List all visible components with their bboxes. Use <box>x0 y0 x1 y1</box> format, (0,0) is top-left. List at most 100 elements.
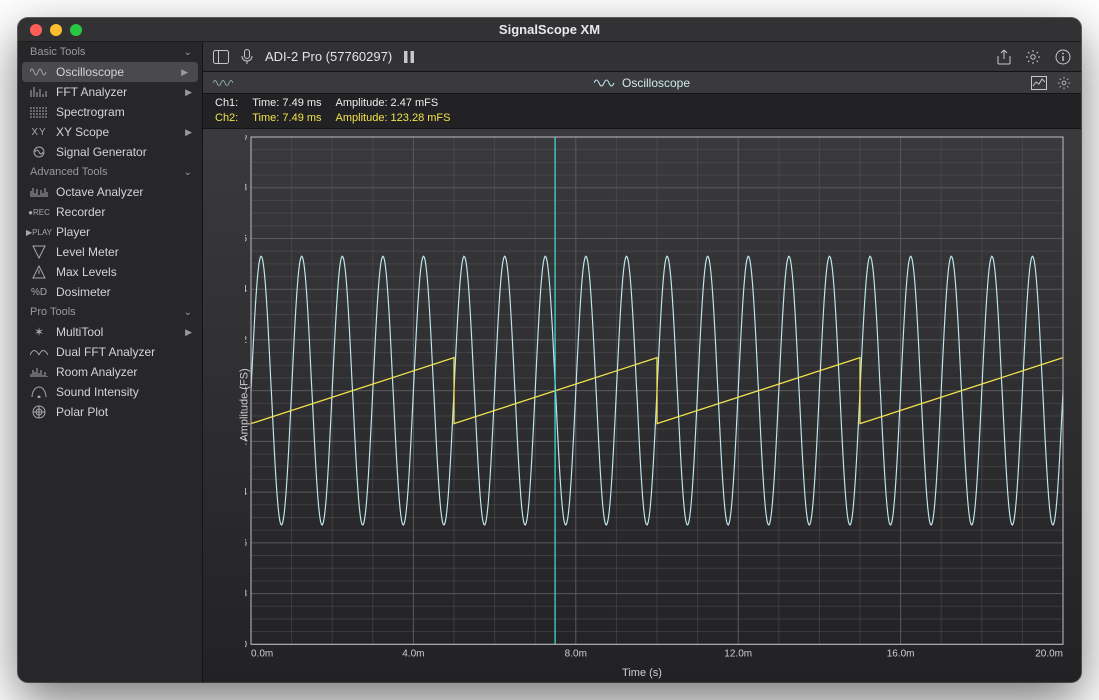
fft-icon <box>30 86 48 98</box>
close-icon[interactable] <box>30 24 42 36</box>
sidebar-item-oscilloscope[interactable]: Oscilloscope▶ <box>22 62 198 82</box>
minimize-icon[interactable] <box>50 24 62 36</box>
sidebar-item-polar-plot[interactable]: Polar Plot <box>18 402 202 422</box>
multi-icon: ✶ <box>30 325 48 339</box>
gen-icon <box>30 146 48 158</box>
mic-icon[interactable] <box>241 49 253 65</box>
sidebar-item-label: Dual FFT Analyzer <box>56 345 155 359</box>
titlebar[interactable]: SignalScope XM <box>18 18 1081 42</box>
sidebar-toggle-icon[interactable] <box>213 50 229 64</box>
rec-icon: ●REC <box>30 208 48 217</box>
y-axis-label: Amplitude (FS) <box>239 369 251 442</box>
sidebar-item-label: Recorder <box>56 205 105 219</box>
sidebar-item-recorder[interactable]: ●REC Recorder <box>18 202 202 222</box>
x-axis-label: Time (s) <box>203 667 1081 679</box>
chevron-right-icon: ▶ <box>181 67 188 78</box>
sidebar-item-signal-generator[interactable]: Signal Generator <box>18 142 202 162</box>
device-label[interactable]: ADI-2 Pro (57760297) <box>265 49 392 64</box>
sidebar-item-sound-intensity[interactable]: Sound Intensity <box>18 382 202 402</box>
sidebar-item-label: FFT Analyzer <box>56 85 127 99</box>
sidebar-item-label: Spectrogram <box>56 105 125 119</box>
svg-text:4.0m: 4.0m <box>402 648 424 659</box>
app-title: SignalScope XM <box>18 22 1081 37</box>
ch1-time: Time: 7.49 ms <box>252 96 321 111</box>
sidebar-item-label: Polar Plot <box>56 405 108 419</box>
sidebar-item-player[interactable]: ▶PLAY Player <box>18 222 202 242</box>
svg-text:8.0m: 8.0m <box>565 648 587 659</box>
svg-text:1.0: 1.0 <box>245 135 247 143</box>
room-icon <box>30 366 48 378</box>
sidebar-item-label: Sound Intensity <box>56 385 139 399</box>
chevron-down-icon: ⌄ <box>184 47 192 58</box>
dual-icon <box>30 346 48 358</box>
info-icon[interactable] <box>1055 49 1071 65</box>
osc-icon <box>30 66 48 78</box>
sidebar-item-label: Octave Analyzer <box>56 185 143 199</box>
sidebar-item-level-meter[interactable]: Level Meter <box>18 242 202 262</box>
sidebar-item-octave-analyzer[interactable]: Octave Analyzer <box>18 182 202 202</box>
ch1-label: Ch1: <box>215 96 238 111</box>
svg-text:0.6: 0.6 <box>245 233 247 244</box>
window-controls <box>18 24 82 36</box>
app-window: SignalScope XM Basic Tools⌄Oscilloscope▶… <box>18 18 1081 682</box>
svg-text:0.0m: 0.0m <box>251 648 273 659</box>
sidebar-section-head[interactable]: Advanced Tools⌄ <box>18 162 202 182</box>
sidebar-item-fft-analyzer[interactable]: FFT Analyzer ▶ <box>18 82 202 102</box>
ch2-label: Ch2: <box>215 111 238 126</box>
tool-header: Oscilloscope <box>203 72 1081 94</box>
sidebar-item-room-analyzer[interactable]: Room Analyzer <box>18 362 202 382</box>
sidebar-section-head[interactable]: Pro Tools⌄ <box>18 302 202 322</box>
waveform-small-icon[interactable] <box>213 77 233 89</box>
octave-icon <box>30 186 48 198</box>
chevron-down-icon: ⌄ <box>184 167 192 178</box>
svg-text:-1.0: -1.0 <box>245 639 247 650</box>
sidebar: Basic Tools⌄Oscilloscope▶ FFT Analyzer ▶ Sp… <box>18 42 203 682</box>
sidebar-item-spectrogram[interactable]: Spectrogram <box>18 102 202 122</box>
ch2-time: Time: 7.49 ms <box>252 111 321 126</box>
sidebar-item-label: Max Levels <box>56 265 117 279</box>
svg-text:0.4: 0.4 <box>245 284 247 295</box>
svg-text:20.0m: 20.0m <box>1035 648 1063 659</box>
share-icon[interactable] <box>997 49 1011 65</box>
zoom-icon[interactable] <box>70 24 82 36</box>
sidebar-item-max-levels[interactable]: Max Levels <box>18 262 202 282</box>
sidebar-item-xy-scope[interactable]: XY XY Scope ▶ <box>18 122 202 142</box>
svg-text:-0.8: -0.8 <box>245 588 247 599</box>
chevron-right-icon: ▶ <box>185 127 192 138</box>
oscilloscope-plot[interactable]: 0.0m 4.0m 8.0m 12.0m 16.0m 20.0m -1.0 -0.8 -0.6 -… <box>245 135 1069 660</box>
sidebar-item-label: Player <box>56 225 90 239</box>
cursor-readouts: Ch1: Time: 7.49 ms Amplitude: 2.47 mFS C… <box>203 94 1081 129</box>
polar-icon <box>30 405 48 419</box>
gear-small-icon[interactable] <box>1057 76 1071 90</box>
sidebar-item-multitool[interactable]: ✶ MultiTool ▶ <box>18 322 202 342</box>
chevron-right-icon: ▶ <box>185 327 192 338</box>
svg-text:0.8: 0.8 <box>245 182 247 193</box>
chevron-right-icon: ▶ <box>185 87 192 98</box>
xy-icon: XY <box>30 127 48 138</box>
max-icon <box>30 265 48 279</box>
sidebar-item-dual-fft-analyzer[interactable]: Dual FFT Analyzer <box>18 342 202 362</box>
sidebar-item-dosimeter[interactable]: %D Dosimeter <box>18 282 202 302</box>
level-icon <box>30 245 48 259</box>
svg-text:-0.6: -0.6 <box>245 538 247 549</box>
sidebar-item-label: MultiTool <box>56 325 103 339</box>
svg-text:0.2: 0.2 <box>245 335 247 346</box>
svg-text:-0.4: -0.4 <box>245 487 247 498</box>
chart-mode-icon[interactable] <box>1031 76 1047 90</box>
play-icon: ▶PLAY <box>30 228 48 237</box>
sidebar-item-label: Dosimeter <box>56 285 111 299</box>
svg-text:12.0m: 12.0m <box>724 648 752 659</box>
svg-text:16.0m: 16.0m <box>887 648 915 659</box>
toolbar: ADI-2 Pro (57760297) <box>203 42 1081 72</box>
sidebar-item-label: XY Scope <box>56 125 109 139</box>
ch2-amp: Amplitude: 123.28 mFS <box>336 111 451 126</box>
sidebar-item-label: Level Meter <box>56 245 119 259</box>
gear-icon[interactable] <box>1025 49 1041 65</box>
chevron-down-icon: ⌄ <box>184 307 192 318</box>
chart-area[interactable]: Amplitude (FS) 0.0m 4.0m 8.0m 12.0m 16.0m 20.… <box>203 129 1081 682</box>
pause-icon[interactable] <box>404 51 414 63</box>
spec-icon <box>30 106 48 118</box>
sidebar-item-label: Signal Generator <box>56 145 147 159</box>
dose-icon: %D <box>30 287 48 298</box>
sidebar-section-head[interactable]: Basic Tools⌄ <box>18 42 202 62</box>
